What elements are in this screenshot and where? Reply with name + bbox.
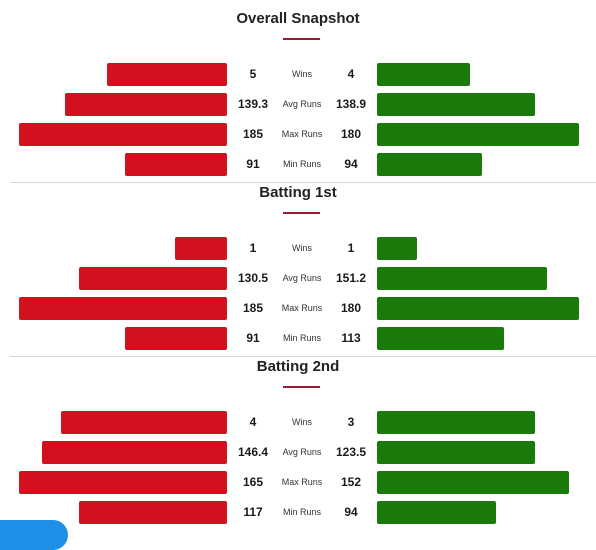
right-team-value: 123.5 — [335, 445, 367, 459]
title-underline — [283, 386, 320, 388]
left-team-value: 1 — [249, 241, 257, 255]
metric-label: Max Runs — [281, 303, 323, 313]
stats-section: Batting 1st 1 Wins 1 130.5 Avg Runs 151.2 185 Ma… — [0, 184, 596, 354]
metric-label: Wins — [292, 69, 312, 79]
right-team-bar — [377, 237, 417, 260]
left-team-value: 165 — [242, 475, 264, 489]
section-title: Overall Snapshot — [236, 10, 360, 27]
title-underline — [283, 212, 320, 214]
stat-row: 165 Max Runs 152 — [0, 471, 596, 494]
right-team-value: 94 — [344, 157, 358, 171]
stats-section: Overall Snapshot 5 Wins 4 139.3 Avg Runs 138.9… — [0, 10, 596, 180]
floating-action-button[interactable] — [0, 520, 68, 550]
right-team-value: 113 — [341, 331, 361, 345]
right-team-bar — [377, 411, 535, 434]
right-team-value: 94 — [344, 505, 358, 519]
left-team-bar — [125, 327, 227, 350]
left-team-bar — [42, 441, 227, 464]
left-team-bar — [107, 63, 227, 86]
left-team-value: 91 — [246, 331, 260, 345]
right-team-bar — [377, 441, 535, 464]
metric-label: Avg Runs — [282, 99, 322, 109]
left-team-value: 5 — [249, 67, 257, 81]
right-team-bar — [377, 267, 547, 290]
metric-label: Min Runs — [282, 333, 321, 343]
stat-row: 185 Max Runs 180 — [0, 297, 596, 320]
metric-label: Avg Runs — [282, 273, 322, 283]
metric-label: Avg Runs — [282, 447, 322, 457]
stat-row: 185 Max Runs 180 — [0, 123, 596, 146]
right-team-value: 138.9 — [335, 97, 367, 111]
stat-row: 91 Min Runs 113 — [0, 327, 596, 350]
left-team-value: 117 — [243, 505, 263, 519]
left-team-bar — [19, 123, 227, 146]
right-team-value: 180 — [340, 301, 362, 315]
right-team-value: 3 — [347, 415, 355, 429]
left-team-bar — [65, 93, 227, 116]
right-team-bar — [377, 153, 482, 176]
left-team-bar — [19, 297, 227, 320]
stat-row: 1 Wins 1 — [0, 237, 596, 260]
right-team-bar — [377, 297, 579, 320]
metric-label: Wins — [292, 417, 312, 427]
section-title: Batting 1st — [259, 184, 337, 201]
left-team-bar — [79, 501, 227, 524]
left-team-value: 91 — [246, 157, 260, 171]
left-team-value: 139.3 — [237, 97, 269, 111]
left-team-bar — [19, 471, 227, 494]
left-team-value: 146.4 — [237, 445, 269, 459]
stats-section: Batting 2nd 4 Wins 3 146.4 Avg Runs 123.5 165 Ma… — [0, 358, 596, 528]
right-team-value: 151.2 — [335, 271, 367, 285]
right-team-bar — [377, 123, 579, 146]
stat-row: 146.4 Avg Runs 123.5 — [0, 441, 596, 464]
stat-row: 91 Min Runs 94 — [0, 153, 596, 176]
section-title: Batting 2nd — [256, 358, 340, 375]
stat-row: 130.5 Avg Runs 151.2 — [0, 267, 596, 290]
right-team-bar — [377, 93, 535, 116]
left-team-bar — [175, 237, 227, 260]
right-team-bar — [377, 501, 496, 524]
stat-row: 5 Wins 4 — [0, 63, 596, 86]
left-team-bar — [61, 411, 227, 434]
metric-label: Min Runs — [282, 507, 321, 517]
section-divider — [10, 356, 596, 357]
metric-label: Wins — [292, 243, 312, 253]
left-team-value: 4 — [249, 415, 257, 429]
right-team-bar — [377, 63, 470, 86]
stat-row: 4 Wins 3 — [0, 411, 596, 434]
left-team-bar — [79, 267, 227, 290]
stat-row: 139.3 Avg Runs 138.9 — [0, 93, 596, 116]
metric-label: Max Runs — [281, 477, 323, 487]
right-team-value: 4 — [347, 67, 355, 81]
section-divider — [10, 182, 596, 183]
title-underline — [283, 38, 320, 40]
right-team-value: 180 — [340, 127, 362, 141]
right-team-bar — [377, 471, 569, 494]
left-team-bar — [125, 153, 227, 176]
right-team-value: 152 — [340, 475, 362, 489]
left-team-value: 130.5 — [237, 271, 269, 285]
left-team-value: 185 — [242, 127, 264, 141]
metric-label: Min Runs — [282, 159, 321, 169]
right-team-value: 1 — [347, 241, 355, 255]
metric-label: Max Runs — [281, 129, 323, 139]
right-team-bar — [377, 327, 504, 350]
stat-row: 117 Min Runs 94 — [0, 501, 596, 524]
left-team-value: 185 — [242, 301, 264, 315]
